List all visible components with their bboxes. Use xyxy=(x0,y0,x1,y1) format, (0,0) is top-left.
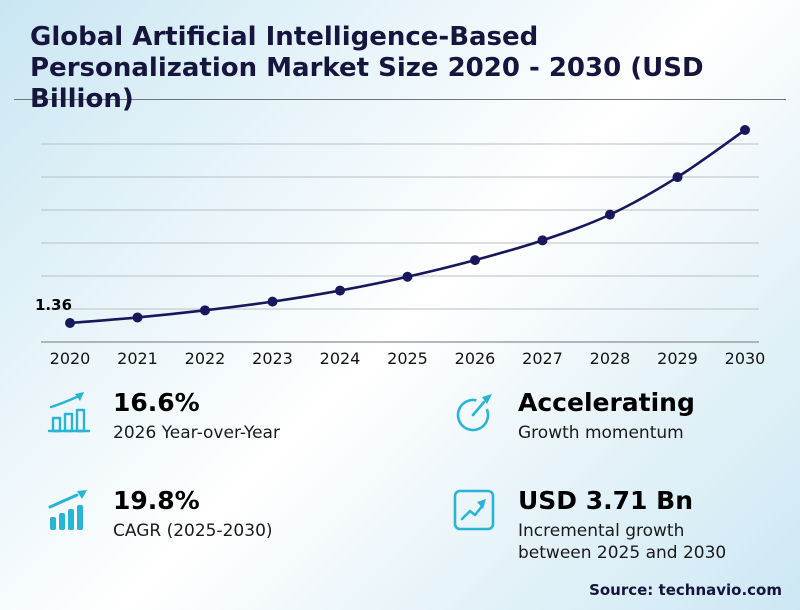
stat-label-momentum: Growth momentum xyxy=(518,423,684,443)
stat-momentum: Accelerating Growth momentum xyxy=(450,388,785,444)
chart-box-icon xyxy=(450,486,498,534)
page-title: Global Artificial Intelligence-Based Per… xyxy=(30,22,704,116)
x-axis-label: 2026 xyxy=(454,349,496,368)
line-chart: 1.36 2020 2021 2022 2023 2024 2025 2026 2027 202… xyxy=(35,112,765,392)
bars-up-arrow-icon xyxy=(45,486,93,534)
x-axis-label: 2028 xyxy=(589,349,631,368)
stat-label-yoy: 2026 Year-over-Year xyxy=(113,423,280,443)
x-axis-label: 2024 xyxy=(319,349,361,368)
source-attribution: Source: technavio.com xyxy=(589,581,782,599)
stat-value-cagr: 19.8% xyxy=(113,486,200,516)
stat-incremental: USD 3.71 Bn Incremental growth between 2… xyxy=(450,486,785,564)
stats-grid: 16.6% 2026 Year-over-Year Accelerating G… xyxy=(45,388,785,564)
x-axis-label: 2021 xyxy=(117,349,158,368)
x-axis-label: 2020 xyxy=(49,349,91,368)
page-title-line2: Personalization Market Size 2020 - 2030 … xyxy=(30,53,704,84)
stat-cagr: 19.8% CAGR (2025-2030) xyxy=(45,486,450,564)
first-point-label: 1.36 xyxy=(35,296,73,314)
page-title-line3: Billion) xyxy=(30,84,134,115)
stat-label-cagr: CAGR (2025-2030) xyxy=(113,521,273,542)
x-axis-labels: 2020 2021 2022 2023 2024 2025 2026 2027 2028 2029… xyxy=(35,112,766,392)
bar-chart-growth-icon xyxy=(45,388,93,436)
stat-value-yoy: 16.6% xyxy=(113,388,200,417)
page-title-line1: Global Artificial Intelligence-Based xyxy=(30,22,539,52)
title-divider xyxy=(14,99,786,100)
stat-label-incremental: Incremental growth between 2025 and 2030 xyxy=(518,521,727,563)
x-axis-label: 2030 xyxy=(724,349,766,368)
x-axis-label: 2022 xyxy=(184,349,226,368)
stat-yoy: 16.6% 2026 Year-over-Year xyxy=(45,388,450,444)
gauge-icon xyxy=(450,388,498,436)
x-axis-label: 2029 xyxy=(657,349,698,368)
stat-value-momentum: Accelerating xyxy=(518,388,695,417)
stat-value-incremental: USD 3.71 Bn xyxy=(518,486,693,516)
x-axis-label: 2025 xyxy=(387,349,428,368)
x-axis-label: 2023 xyxy=(252,349,293,368)
line-chart-canvas xyxy=(41,125,759,343)
x-axis-label: 2027 xyxy=(522,349,563,368)
